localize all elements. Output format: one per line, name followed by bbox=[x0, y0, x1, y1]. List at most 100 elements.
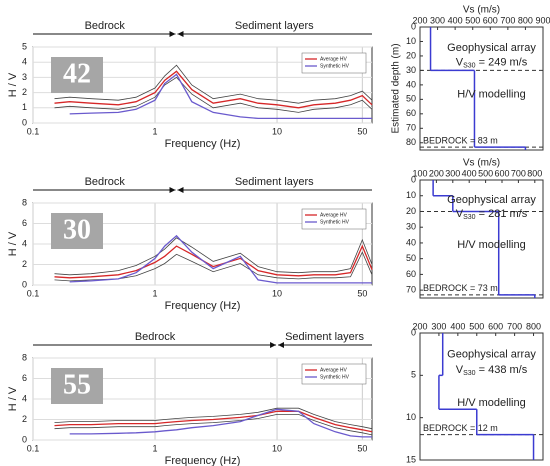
x-tick-label: 500 bbox=[465, 15, 480, 25]
bedrock-label: Bedrock bbox=[85, 20, 126, 32]
sediment-label: Sediment layers bbox=[235, 176, 314, 188]
y-tick-label: 20 bbox=[406, 206, 416, 216]
x-tick-label: 600 bbox=[483, 15, 498, 25]
x-axis-label: Frequency (Hz) bbox=[165, 300, 241, 312]
y-tick-label: 8 bbox=[22, 197, 27, 207]
y-tick-label: 30 bbox=[406, 65, 416, 75]
y-tick-label: 10 bbox=[406, 36, 416, 46]
x-axis-label: Frequency (Hz) bbox=[165, 455, 241, 466]
y-tick-label: 0 bbox=[22, 434, 27, 444]
badge-box bbox=[51, 57, 103, 93]
y-tick-label: 0 bbox=[411, 327, 416, 337]
x-tick-label: 400 bbox=[448, 15, 463, 25]
x-axis-label: Vs (m/s) bbox=[463, 158, 500, 169]
y-tick-label: 80 bbox=[406, 137, 416, 147]
legend-box bbox=[301, 363, 367, 385]
legend-label: Average HV bbox=[320, 56, 348, 62]
x-tick-label: 0.1 bbox=[27, 126, 40, 136]
legend-label: Average HV bbox=[320, 212, 348, 218]
y-tick-label: 6 bbox=[22, 218, 27, 228]
y-axis-label: Estimated depth (m) bbox=[391, 43, 402, 133]
x-tick-label: 600 bbox=[488, 321, 503, 331]
y-axis-label: H / V bbox=[7, 72, 19, 97]
vs30-value: = 249 m/s bbox=[476, 57, 528, 69]
x-axis-label: Vs (m/s) bbox=[463, 5, 500, 16]
model-label: H/V modelling bbox=[457, 89, 525, 101]
bedrock-label: BEDROCK = 83 m bbox=[423, 135, 498, 145]
y-tick-label: 6 bbox=[22, 373, 27, 383]
x-tick-label: 1 bbox=[153, 443, 158, 453]
y-tick-label: 40 bbox=[406, 237, 416, 247]
badge: 30 bbox=[63, 214, 91, 245]
plot-area bbox=[419, 332, 544, 461]
y-tick-label: 3 bbox=[22, 72, 27, 82]
badge-box bbox=[51, 213, 103, 249]
array-label: Geophysical array bbox=[447, 348, 536, 360]
y-tick-label: 0 bbox=[411, 174, 416, 184]
y-tick-label: 5 bbox=[22, 41, 27, 51]
badge-box bbox=[51, 368, 103, 404]
legend-box bbox=[301, 52, 367, 74]
y-tick-label: 50 bbox=[406, 253, 416, 263]
x-tick-label: 10 bbox=[272, 443, 282, 453]
vs30-subscript: S30 bbox=[463, 215, 476, 222]
y-tick-label: 60 bbox=[406, 269, 416, 279]
y-axis-label: H / V bbox=[7, 231, 19, 256]
x-tick-label: 100 bbox=[412, 168, 427, 178]
y-tick-label: 0 bbox=[22, 279, 27, 289]
x-tick-label: 1 bbox=[153, 126, 158, 136]
y-tick-label: 4 bbox=[22, 57, 27, 67]
vs30-symbol: V bbox=[456, 57, 464, 69]
y-tick-label: 1 bbox=[22, 102, 27, 112]
y-tick-label: 4 bbox=[22, 238, 27, 248]
hv-curve bbox=[54, 244, 373, 279]
plot-area bbox=[419, 26, 544, 151]
x-tick-label: 800 bbox=[518, 15, 533, 25]
y-tick-label: 8 bbox=[22, 352, 27, 362]
y-tick-label: 0 bbox=[411, 21, 416, 31]
y-tick-label: 2 bbox=[22, 87, 27, 97]
hv-curve bbox=[69, 234, 372, 284]
legend-label: Average HV bbox=[320, 367, 348, 373]
vs30-value: = 281 m/s bbox=[476, 208, 528, 220]
hv-curve bbox=[54, 70, 373, 109]
hv-curve bbox=[69, 73, 372, 120]
hv-curve bbox=[54, 76, 373, 113]
x-tick-label: 700 bbox=[507, 321, 522, 331]
x-tick-label: 200 bbox=[412, 321, 427, 331]
x-tick-label: 10 bbox=[272, 126, 282, 136]
hv-curve bbox=[54, 64, 373, 104]
y-tick-label: 15 bbox=[406, 454, 416, 464]
vs30-subscript: S30 bbox=[463, 370, 476, 377]
y-tick-label: 70 bbox=[406, 285, 416, 295]
x-tick-label: 300 bbox=[431, 321, 446, 331]
x-tick-label: 50 bbox=[357, 288, 367, 298]
x-tick-label: 200 bbox=[429, 168, 444, 178]
x-tick-label: 400 bbox=[450, 321, 465, 331]
y-tick-label: 2 bbox=[22, 414, 27, 424]
x-tick-label: 400 bbox=[462, 168, 477, 178]
y-tick-label: 0 bbox=[22, 117, 27, 127]
badge: 55 bbox=[63, 369, 91, 400]
sediment-label: Sediment layers bbox=[285, 331, 364, 343]
y-axis-label: H / V bbox=[7, 386, 19, 411]
x-tick-label: 50 bbox=[357, 126, 367, 136]
x-axis-label: Frequency (Hz) bbox=[165, 138, 241, 150]
legend-label: Synthetic HV bbox=[320, 63, 350, 69]
x-tick-label: 800 bbox=[526, 321, 541, 331]
hv-curve bbox=[54, 237, 373, 276]
vs30-value: = 438 m/s bbox=[476, 364, 528, 376]
hv-curve bbox=[54, 407, 373, 430]
bedrock-label: Bedrock bbox=[135, 331, 176, 343]
model-label: H/V modelling bbox=[457, 239, 525, 251]
array-label: Geophysical array bbox=[447, 42, 536, 54]
legend-box bbox=[301, 208, 367, 230]
model-label: H/V modelling bbox=[457, 397, 525, 409]
x-tick-label: 0.1 bbox=[27, 443, 40, 453]
y-tick-label: 4 bbox=[22, 393, 27, 403]
x-tick-label: 600 bbox=[494, 168, 509, 178]
x-tick-label: 200 bbox=[412, 15, 427, 25]
x-tick-label: 0.1 bbox=[27, 288, 40, 298]
legend-label: Synthetic HV bbox=[320, 374, 350, 380]
hv-curve bbox=[54, 410, 373, 433]
